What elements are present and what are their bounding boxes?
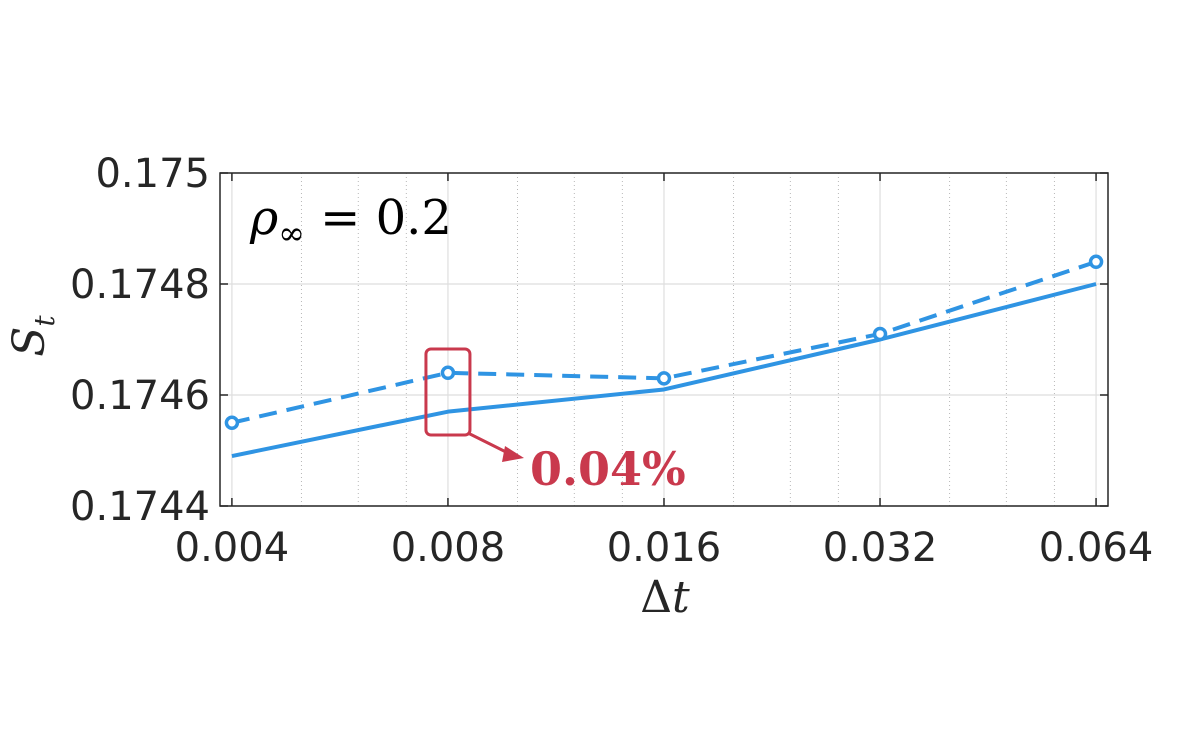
x-axis-label: Δt — [640, 572, 690, 623]
y-axis-ticks: 0.1744 0.1746 0.1748 0.175 — [70, 151, 1108, 530]
highlight-arrow-line — [467, 431, 509, 455]
series-layer — [224, 254, 1104, 459]
x-tick-label: 0.032 — [823, 525, 938, 571]
rho-value: = 0.2 — [305, 190, 452, 246]
y-tick-label: 0.175 — [95, 151, 210, 197]
x-axis-ticks: 0.004 0.008 0.016 0.032 0.064 — [175, 173, 1154, 571]
highlight-label: 0.04% — [530, 442, 686, 496]
data-point-marker — [872, 326, 888, 342]
x-tick-label: 0.004 — [175, 525, 290, 571]
y-tick-label: 0.1748 — [70, 262, 210, 308]
data-point-marker — [224, 415, 240, 430]
y-axis-label: St — [4, 315, 61, 357]
y-axis-label-symbol: S — [4, 327, 55, 357]
x-tick-label: 0.064 — [1039, 525, 1154, 571]
x-axis-label-delta: Δ — [640, 572, 672, 623]
x-tick-label: 0.008 — [391, 525, 506, 571]
data-point-marker — [1088, 254, 1104, 270]
data-point-marker — [656, 371, 672, 386]
series-line-solid — [231, 282, 1097, 459]
x-axis-label-var: t — [672, 572, 690, 623]
annotation-layer: 0.04% — [424, 347, 686, 496]
rho-annotation: ρ∞ = 0.2 — [249, 190, 452, 252]
highlight-box — [424, 347, 472, 437]
data-point-marker — [440, 365, 456, 381]
y-tick-label: 0.1746 — [70, 373, 210, 419]
rho-symbol: ρ — [249, 190, 278, 246]
y-tick-label: 0.1744 — [70, 484, 210, 530]
y-axis-label-sub: t — [28, 315, 61, 327]
x-tick-label: 0.016 — [607, 525, 722, 571]
highlight-arrow-head — [502, 446, 524, 462]
rho-subscript: ∞ — [278, 214, 305, 252]
